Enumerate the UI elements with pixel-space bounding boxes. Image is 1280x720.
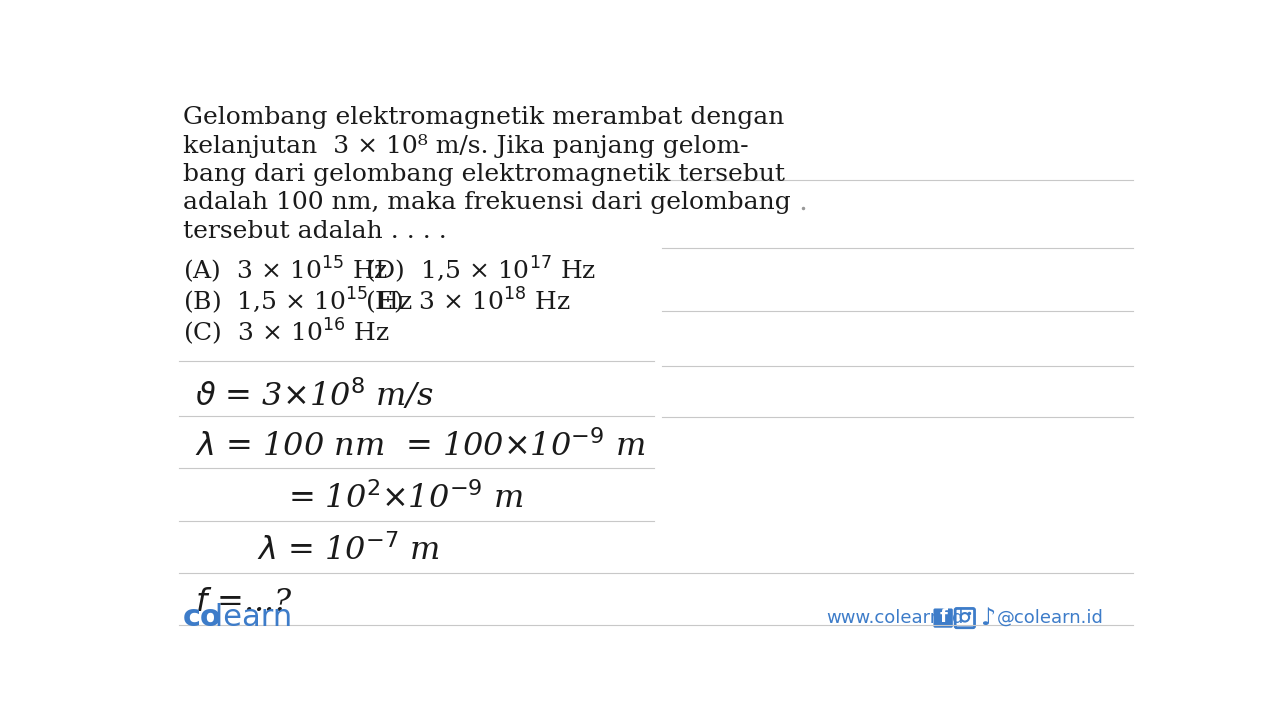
Text: (D)  1,5 × 10$^{17}$ Hz: (D) 1,5 × 10$^{17}$ Hz [365,254,596,285]
Text: kelanjutan  3 × 10⁸ m/s. Jika panjang gelom-: kelanjutan 3 × 10⁸ m/s. Jika panjang gel… [183,134,749,158]
Text: bang dari gelombang elektromagnetik tersebut: bang dari gelombang elektromagnetik ters… [183,163,785,186]
Text: (B)  1,5 × 10$^{15}$ Hz: (B) 1,5 × 10$^{15}$ Hz [183,285,412,316]
Text: Gelombang elektromagnetik merambat dengan: Gelombang elektromagnetik merambat denga… [183,106,785,129]
Text: $f$ =...?: $f$ =...? [195,587,293,618]
Text: learn: learn [205,603,292,632]
Text: (A)  3 × 10$^{15}$ Hz: (A) 3 × 10$^{15}$ Hz [183,254,388,285]
Text: co: co [183,603,223,632]
FancyBboxPatch shape [933,608,952,628]
Text: ♪: ♪ [980,606,995,630]
Text: $\vartheta$ = 3$\times$10$^{8}$ m/s: $\vartheta$ = 3$\times$10$^{8}$ m/s [195,377,434,413]
Text: (C)  3 × 10$^{16}$ Hz: (C) 3 × 10$^{16}$ Hz [183,316,389,346]
Text: (E)  3 × 10$^{18}$ Hz: (E) 3 × 10$^{18}$ Hz [365,285,571,316]
Text: @colearn.id: @colearn.id [997,608,1103,626]
Text: adalah 100 nm, maka frekuensi dari gelombang: adalah 100 nm, maka frekuensi dari gelom… [183,191,791,214]
Text: $\lambda$ = 10$^{-7}$ m: $\lambda$ = 10$^{-7}$ m [257,534,439,567]
Text: $\lambda$ = 100 nm  = 100$\times$10$^{-9}$ m: $\lambda$ = 100 nm = 100$\times$10$^{-9}… [195,430,645,462]
Text: = 10$^{2}$$\times$10$^{-9}$ m: = 10$^{2}$$\times$10$^{-9}$ m [288,482,524,515]
Text: tersebut adalah . . . .: tersebut adalah . . . . [183,220,447,243]
Text: www.colearn.id: www.colearn.id [827,608,964,626]
Text: f: f [940,608,947,626]
